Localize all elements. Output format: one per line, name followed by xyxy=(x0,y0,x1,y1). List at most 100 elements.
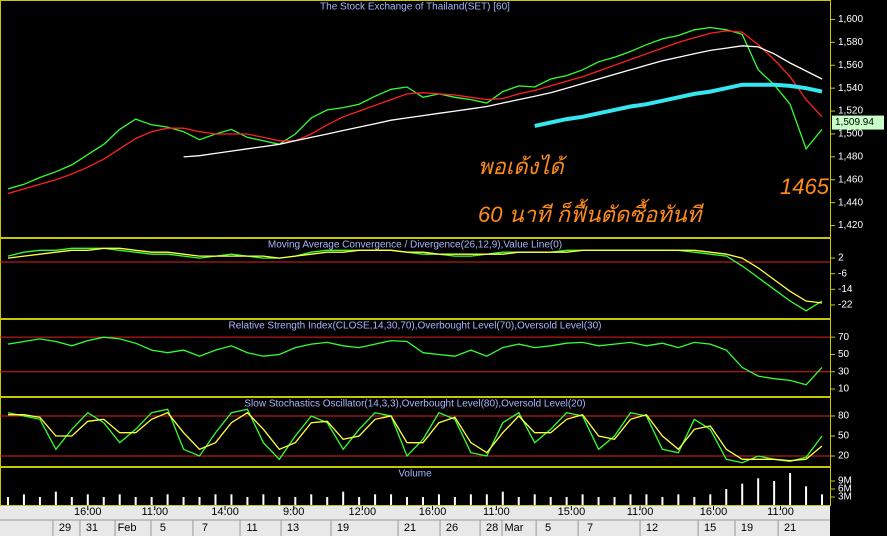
y-tick-label: 1,580 xyxy=(838,37,863,48)
y-tick-label: -22 xyxy=(838,300,853,311)
date-tick-label: 19 xyxy=(741,522,753,534)
volume-bar xyxy=(102,497,105,505)
date-tick-label: Feb xyxy=(118,522,137,534)
volume-bar xyxy=(773,481,776,505)
volume-bar xyxy=(118,494,121,505)
volume-bar xyxy=(294,497,297,505)
series-line xyxy=(7,247,823,304)
volume-bar xyxy=(661,497,664,505)
date-tick-label: 28 xyxy=(486,522,498,534)
date-tick-label: 11 xyxy=(246,522,257,534)
series-line xyxy=(7,408,823,464)
volume-bar xyxy=(182,497,185,505)
y-tick-label: 1,560 xyxy=(838,60,863,71)
volume-bar xyxy=(581,494,584,505)
volume-bar xyxy=(469,494,472,505)
volume-bar xyxy=(757,478,760,505)
date-tick-label: 15 xyxy=(704,522,716,534)
volume-bar xyxy=(166,494,169,505)
volume-bar xyxy=(134,497,137,505)
y-tick-label: 9M xyxy=(838,476,852,487)
y-tick-label: -14 xyxy=(838,284,853,295)
volume-bar xyxy=(613,497,616,505)
volume-bar xyxy=(549,497,552,505)
last-price-label: 1,509.94 xyxy=(835,117,874,128)
volume-bar xyxy=(214,494,217,505)
y-tick-label: 2 xyxy=(838,253,844,264)
series-line xyxy=(8,411,823,462)
volume-bar xyxy=(421,497,424,505)
date-tick-label: 29 xyxy=(59,522,71,534)
x-tick-label: 12:00 xyxy=(349,506,377,518)
volume-bar xyxy=(70,497,73,505)
y-tick-label: 1,460 xyxy=(838,174,863,185)
y-tick-label: 1,480 xyxy=(838,151,863,162)
annotation: พอเด้งได้ xyxy=(478,154,568,179)
series-line xyxy=(534,82,823,128)
volume-bar xyxy=(533,494,536,505)
volume-bar xyxy=(262,494,265,505)
date-tick-label: 7 xyxy=(587,522,593,534)
x-tick-label: 14:00 xyxy=(211,506,239,518)
volume-bar xyxy=(453,497,456,505)
volume-bar xyxy=(725,489,728,505)
y-tick-label: 1,500 xyxy=(838,129,863,140)
y-tick-label: 1,420 xyxy=(838,220,863,231)
date-tick-label: 26 xyxy=(446,522,458,534)
volume-bar xyxy=(374,494,377,505)
volume-bar xyxy=(230,494,233,505)
volume-bar xyxy=(821,494,824,505)
volume-bar xyxy=(437,494,440,505)
x-tick-label: 11:00 xyxy=(767,506,794,518)
x-tick-label: 15:00 xyxy=(558,506,586,518)
panel-border xyxy=(0,238,831,319)
date-tick-label: 21 xyxy=(784,522,796,534)
x-tick-label: 16:00 xyxy=(700,506,728,518)
volume-bar xyxy=(565,497,568,505)
date-tick-label: 5 xyxy=(160,522,166,534)
series-line xyxy=(7,26,823,190)
panel-title: Slow Stochastics Oscillator(14,3,3),Over… xyxy=(244,399,585,410)
x-tick-label: 11:00 xyxy=(627,506,654,518)
y-tick-label: 70 xyxy=(838,332,850,343)
volume-bar xyxy=(198,497,201,505)
volume-bar xyxy=(6,497,9,505)
date-tick-label: 7 xyxy=(202,522,208,534)
y-tick-label: 1,540 xyxy=(838,83,863,94)
panel-title: Relative Strength Index(CLOSE,14,30,70),… xyxy=(229,321,602,332)
volume-bar xyxy=(485,494,488,505)
y-tick-label: 1,440 xyxy=(838,197,863,208)
volume-bar xyxy=(54,491,57,505)
volume-bar xyxy=(86,494,89,505)
x-tick-label: 11:00 xyxy=(483,506,510,518)
volume-bar xyxy=(805,486,808,505)
last-price-box xyxy=(832,115,884,130)
volume-bar xyxy=(629,494,632,505)
x-tick-label: 9:00 xyxy=(283,506,304,518)
y-tick-label: 1,520 xyxy=(838,106,863,117)
volume-bar xyxy=(22,494,25,505)
x-tick-label: 11:00 xyxy=(141,506,168,518)
date-tick-label: Mar xyxy=(504,522,523,534)
x-axis-band xyxy=(0,506,830,536)
volume-bar xyxy=(406,497,409,505)
volume-bar xyxy=(390,494,393,505)
date-tick-label: 31 xyxy=(86,522,98,534)
volume-bar xyxy=(645,494,648,505)
volume-bar xyxy=(677,494,680,505)
volume-bar xyxy=(501,491,504,505)
panel-title: The Stock Exchange of Thailand(SET) [60] xyxy=(320,2,510,13)
series-line xyxy=(183,45,823,158)
date-tick-label: 21 xyxy=(404,522,416,534)
date-tick-label: 5 xyxy=(545,522,551,534)
y-tick-label: 80 xyxy=(838,411,850,422)
volume-bar xyxy=(246,497,249,505)
series-line xyxy=(7,336,823,386)
annotation: 1465 xyxy=(780,174,830,199)
date-tick-label: 12 xyxy=(646,522,658,534)
x-tick-label: 16:00 xyxy=(74,506,102,518)
volume-bar xyxy=(517,497,520,505)
panel-border xyxy=(0,467,831,506)
